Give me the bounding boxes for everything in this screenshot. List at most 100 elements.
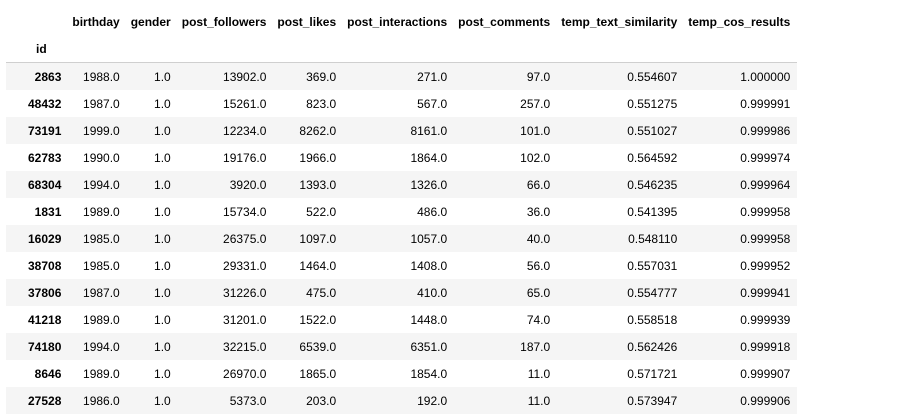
cell-post-interactions: 1448.0 <box>410 312 448 327</box>
index-row-spacer <box>684 36 797 63</box>
cell-temp-text-similarity: 0.571721 <box>627 366 678 381</box>
row-index-id: 74180 <box>28 339 62 354</box>
cell-post-followers: 26375.0 <box>223 231 267 246</box>
cell-post-interactions: 6351.0 <box>410 339 448 354</box>
cell-post-interactions: 1854.0 <box>410 366 448 381</box>
cell-birthday: 1989.0 <box>83 312 120 327</box>
cell-post-likes: 1097.0 <box>299 231 337 246</box>
column-header-row: birthday gender post_followers post_likes po… <box>6 8 797 36</box>
cell-post-interactions: 8161.0 <box>410 123 448 138</box>
cell-post-likes: 1966.0 <box>299 150 337 165</box>
column-header-post-followers: post_followers <box>181 15 267 29</box>
table-row: 73191 1999.0 1.0 12234.0 8262.0 8161.0 101.0 0.… <box>6 117 798 144</box>
cell-temp-cos-results: 0.999964 <box>740 177 791 192</box>
cell-birthday: 1994.0 <box>83 339 120 354</box>
cell-birthday: 1987.0 <box>83 285 120 300</box>
table-body: 2863 1988.0 1.0 13902.0 369.0 271.0 97.0 0.5546… <box>6 62 798 414</box>
table-row: 2863 1988.0 1.0 13902.0 369.0 271.0 97.0 0.5546… <box>6 62 798 90</box>
table-row: 38708 1985.0 1.0 29331.0 1464.0 1408.0 56.0 0.5… <box>6 252 797 279</box>
row-index-id: 8646 <box>34 366 62 381</box>
cell-post-followers: 26970.0 <box>223 366 267 381</box>
cell-post-followers: 15261.0 <box>223 96 267 111</box>
cell-post-likes: 203.0 <box>306 393 337 408</box>
index-row-spacer <box>127 36 178 63</box>
cell-gender: 1.0 <box>154 285 171 300</box>
column-header-post-comments: post_comments <box>458 15 551 29</box>
cell-temp-text-similarity: 0.554607 <box>627 69 678 84</box>
cell-post-likes: 823.0 <box>306 96 337 111</box>
table-header: birthday gender post_followers post_likes po… <box>6 8 798 63</box>
cell-post-likes: 1464.0 <box>299 258 337 273</box>
cell-birthday: 1985.0 <box>83 258 120 273</box>
cell-post-likes: 522.0 <box>306 204 337 219</box>
cell-post-likes: 369.0 <box>306 69 337 84</box>
cell-temp-cos-results: 0.999939 <box>740 312 791 327</box>
cell-gender: 1.0 <box>154 96 171 111</box>
cell-birthday: 1987.0 <box>83 96 120 111</box>
dataframe-output: birthday gender post_followers post_likes po… <box>6 8 798 414</box>
row-index-id: 41218 <box>28 312 62 327</box>
cell-gender: 1.0 <box>154 69 171 84</box>
index-row-spacer <box>68 36 126 63</box>
cell-post-comments: 101.0 <box>520 123 551 138</box>
row-index-id: 62783 <box>28 150 62 165</box>
table-row: 8646 1989.0 1.0 26970.0 1865.0 1854.0 11.0 0.57… <box>6 360 797 387</box>
cell-post-comments: 66.0 <box>526 177 551 192</box>
cell-temp-text-similarity: 0.546235 <box>627 177 678 192</box>
cell-temp-cos-results: 0.999974 <box>740 150 791 165</box>
cell-post-followers: 19176.0 <box>223 150 267 165</box>
cell-birthday: 1988.0 <box>83 69 120 84</box>
table-row: 62783 1990.0 1.0 19176.0 1966.0 1864.0 102.0 0.… <box>6 144 797 171</box>
column-header-temp-text-similarity: temp_text_similarity <box>561 15 678 29</box>
cell-post-interactions: 192.0 <box>417 393 448 408</box>
cell-temp-text-similarity: 0.551275 <box>627 96 678 111</box>
cell-temp-text-similarity: 0.548110 <box>628 231 678 246</box>
cell-gender: 1.0 <box>154 366 171 381</box>
dataframe-table: birthday gender post_followers post_likes po… <box>6 8 798 414</box>
cell-temp-cos-results: 0.999906 <box>740 393 791 408</box>
row-index-id: 27528 <box>28 393 62 408</box>
cell-gender: 1.0 <box>154 231 171 246</box>
table-row: 48432 1987.0 1.0 15261.0 823.0 567.0 257.0 0.55… <box>6 90 797 117</box>
cell-post-interactions: 486.0 <box>417 204 448 219</box>
cell-post-comments: 102.0 <box>520 150 551 165</box>
table-row: 27528 1986.0 1.0 5373.0 203.0 192.0 11.0 0.5739… <box>6 387 798 414</box>
cell-post-interactions: 410.0 <box>417 285 448 300</box>
cell-post-comments: 11.0 <box>527 393 551 408</box>
cell-temp-cos-results: 0.999941 <box>740 285 791 300</box>
cell-temp-text-similarity: 0.557031 <box>627 258 678 273</box>
cell-post-followers: 31201.0 <box>223 312 267 327</box>
cell-post-interactions: 1864.0 <box>410 150 448 165</box>
cell-gender: 1.0 <box>154 312 171 327</box>
cell-temp-cos-results: 1.000000 <box>740 69 791 84</box>
column-header-birthday: birthday <box>72 15 120 29</box>
index-row-spacer <box>454 36 557 63</box>
row-index-id: 37806 <box>28 285 62 300</box>
cell-post-followers: 13902.0 <box>223 69 267 84</box>
cell-temp-cos-results: 0.999958 <box>740 204 791 219</box>
cell-temp-text-similarity: 0.562426 <box>627 339 678 354</box>
cell-post-likes: 6539.0 <box>299 339 337 354</box>
cell-post-followers: 3920.0 <box>229 177 267 192</box>
cell-post-followers: 29331.0 <box>223 258 267 273</box>
cell-temp-cos-results: 0.999907 <box>740 366 791 381</box>
cell-gender: 1.0 <box>154 393 171 408</box>
cell-gender: 1.0 <box>154 258 171 273</box>
table-row: 37806 1987.0 1.0 31226.0 475.0 410.0 65.0 0.554… <box>6 279 798 306</box>
cell-post-likes: 1522.0 <box>299 312 337 327</box>
cell-post-likes: 1393.0 <box>299 177 337 192</box>
column-header-temp-cos-results: temp_cos_results <box>688 15 791 29</box>
cell-post-comments: 257.0 <box>520 96 551 111</box>
cell-temp-text-similarity: 0.551027 <box>627 123 678 138</box>
cell-temp-text-similarity: 0.573947 <box>627 393 678 408</box>
table-row: 41218 1989.0 1.0 31201.0 1522.0 1448.0 74.0 0.5… <box>6 306 797 333</box>
index-name-row: id <box>6 36 798 63</box>
cell-post-interactions: 1408.0 <box>410 258 448 273</box>
index-row-spacer <box>273 36 343 63</box>
cell-birthday: 1989.0 <box>83 366 120 381</box>
row-index-id: 16029 <box>28 231 62 246</box>
cell-post-comments: 56.0 <box>526 258 551 273</box>
cell-post-comments: 40.0 <box>526 231 551 246</box>
cell-temp-cos-results: 0.999958 <box>740 231 791 246</box>
cell-post-comments: 36.0 <box>526 204 551 219</box>
